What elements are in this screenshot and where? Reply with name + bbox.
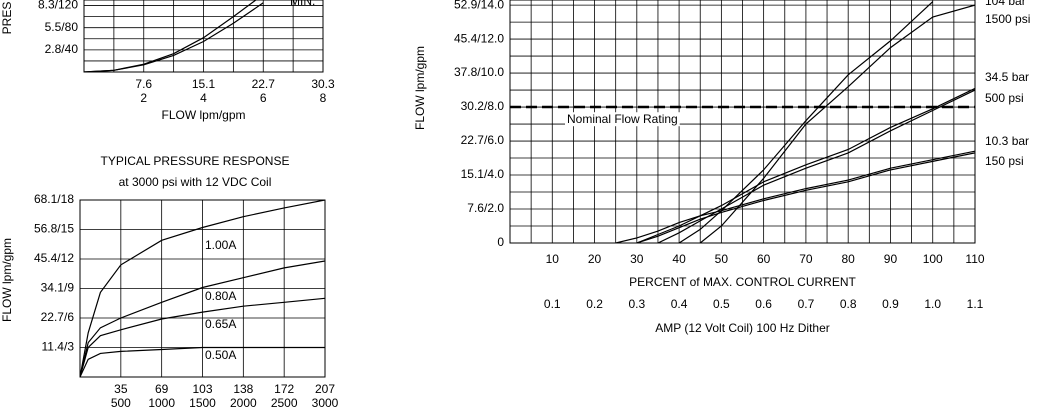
x-tick-label: 4 (200, 91, 207, 105)
y-axis-label: FLOW lpm/gpm (0, 238, 14, 322)
x-tick-label-secondary: 69 (155, 382, 169, 396)
x-tick-label: 60 (757, 252, 771, 266)
y-tick-label: 0 (497, 235, 504, 249)
x-tick-label-secondary: 0.8 (840, 297, 857, 311)
y-tick-label: 68.1/18 (34, 192, 74, 206)
curve (636, 87, 975, 243)
x-axis-label: PERCENT of MAX. CONTROL CURRENT (629, 275, 856, 289)
x-axis-label-secondary: AMP (12 Volt Coil) 100 Hz Dither (655, 321, 830, 335)
y-tick-label: 7.6/2.0 (467, 201, 504, 215)
x-tick-label-secondary: 0.5 (713, 297, 730, 311)
x-tick-label: 8 (320, 91, 327, 105)
x-tick-label-secondary: 0.4 (671, 297, 688, 311)
y-tick-label: 37.8/10.0 (454, 65, 504, 79)
y-axis-label: PRES (0, 2, 14, 35)
curve-label: 1500 psi (985, 12, 1030, 26)
x-tick-label: 2 (140, 91, 147, 105)
plot-frame (79, 199, 326, 378)
y-tick-label: 11.4/3 (42, 340, 75, 354)
chart-subtitle: at 3000 psi with 12 VDC Coil (119, 175, 272, 189)
reference-label: Nominal Flow Rating (567, 112, 678, 126)
y-tick-label: 22.7/6 (41, 310, 75, 324)
x-tick-label: 2000 (230, 396, 257, 409)
x-tick-label: 500 (111, 396, 131, 409)
x-tick-label-secondary: 0.9 (882, 297, 899, 311)
x-tick-label: 50 (715, 252, 729, 266)
curve (84, 2, 264, 72)
x-axis-label: FLOW lpm/gpm (161, 108, 245, 122)
x-tick-label-secondary: 22.7 (252, 77, 276, 91)
x-tick-label-secondary: 7.6 (135, 77, 152, 91)
series-label: 1.00A (205, 238, 236, 252)
curve (80, 297, 325, 377)
x-tick-label: 80 (842, 252, 856, 266)
y-tick-label: 45.4/12 (34, 251, 74, 265)
x-tick-label: 90 (884, 252, 898, 266)
curve (80, 200, 325, 377)
x-tick-label: 6 (260, 91, 267, 105)
x-tick-label-secondary: 0.2 (586, 297, 603, 311)
y-tick-label: 56.8/15 (34, 222, 74, 236)
curve (80, 346, 325, 377)
y-tick-label: 8.3/120 (38, 0, 78, 12)
chart: 11.4/3 22.7/6 34.1/9 45.4/12 56.8/15 68.1/18 5… (0, 154, 338, 409)
x-tick-label-secondary: 172 (274, 382, 294, 396)
series-label: MIN. (290, 0, 315, 8)
chart-title: TYPICAL PRESSURE RESPONSE (101, 154, 290, 168)
y-tick-label: 2.8/40 (45, 42, 79, 56)
x-tick-label: 20 (588, 252, 602, 266)
curve (636, 152, 975, 243)
y-tick-label: 52.9/14.0 (454, 0, 504, 11)
curve (657, 89, 975, 243)
x-tick-label-secondary: 15.1 (192, 77, 216, 91)
curve (615, 150, 975, 243)
y-tick-label: 22.7/6.0 (461, 133, 505, 147)
x-tick-label: 30 (630, 252, 644, 266)
x-tick-label-secondary: 0.3 (628, 297, 645, 311)
curve-label: 34.5 bar (985, 70, 1029, 84)
curve (678, 1, 934, 243)
chart: 0 7.6/2.0 15.1/4.0 22.7/6.0 30.2/8.0 37.8/10.… (413, 0, 1030, 335)
x-tick-label-secondary: 207 (315, 382, 335, 396)
x-tick-label: 10 (546, 252, 560, 266)
x-tick-label: 1000 (148, 396, 175, 409)
x-tick-label: 3000 (312, 396, 339, 409)
curve (699, 4, 975, 243)
plot-frame (83, 0, 324, 73)
curve (80, 260, 325, 377)
y-tick-label: 45.4/12.0 (454, 31, 504, 45)
y-tick-label: 34.1/9 (41, 281, 75, 295)
x-tick-label: 100 (923, 252, 943, 266)
curve-label: 104 bar (985, 0, 1026, 8)
y-tick-label: 15.1/4.0 (461, 167, 505, 181)
x-tick-label: 110 (965, 252, 984, 266)
chart: 2.8/40 5.5/80 8.3/120 2 4 6 8 7.6 15.1 22.7 30.3 FL… (0, 0, 335, 122)
series-label: 0.50A (205, 348, 236, 362)
y-tick-label: 30.2/8.0 (461, 99, 505, 113)
y-tick-label: 5.5/80 (45, 20, 79, 34)
x-tick-label: 40 (672, 252, 686, 266)
x-tick-label-secondary: 138 (233, 382, 253, 396)
series-label: 0.80A (205, 289, 236, 303)
x-tick-label: 70 (799, 252, 813, 266)
x-tick-label-secondary: 1.0 (924, 297, 941, 311)
reference-label-bg (565, 112, 680, 127)
x-tick-label-secondary: 103 (192, 382, 212, 396)
x-tick-label-secondary: 1.1 (967, 297, 984, 311)
x-tick-label-secondary: 35 (114, 382, 128, 396)
curve-label: 500 psi (985, 91, 1024, 105)
y-axis-label: FLOW lpm/gpm (413, 46, 427, 130)
curve-label: 10.3 bar (985, 134, 1029, 148)
x-tick-label: 1500 (189, 396, 216, 409)
x-tick-label-secondary: 0.7 (798, 297, 815, 311)
series-label: 0.65A (205, 317, 236, 331)
x-tick-label-secondary: 0.1 (544, 297, 561, 311)
x-tick-label: 2500 (271, 396, 298, 409)
x-tick-label-secondary: 0.6 (755, 297, 772, 311)
x-tick-label-secondary: 30.3 (311, 77, 335, 91)
plot-frame (509, 0, 976, 244)
curve-label: 150 psi (985, 154, 1024, 168)
